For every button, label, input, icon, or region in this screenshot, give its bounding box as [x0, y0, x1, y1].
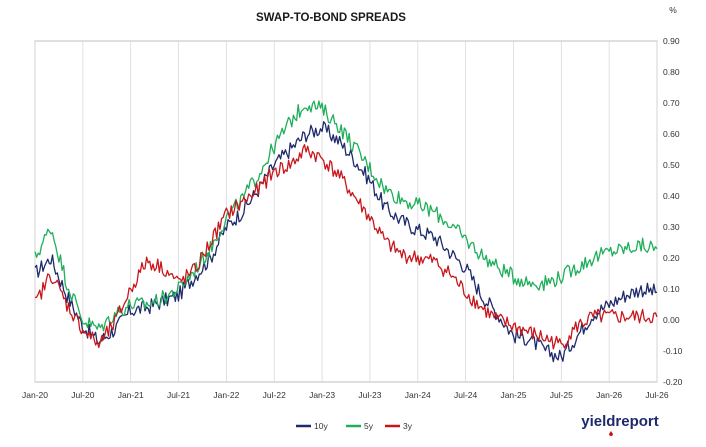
y-axis-ticks: -0.20 -0.10 0.00 0.10 0.20 0.30 0.40 0.50 0.60 0.… [663, 36, 683, 387]
y-unit-label: % [669, 5, 677, 15]
series-line-5y [34, 100, 658, 332]
x-tick-label: Jul-24 [454, 390, 477, 400]
y-tick-label: 0.10 [663, 284, 680, 294]
series-lines [34, 100, 658, 363]
yieldreport-logo: yieldreport [581, 413, 659, 436]
y-tick-label: 0.60 [663, 129, 680, 139]
chart-title: SWAP-TO-BOND SPREADS [256, 12, 406, 24]
y-tick-label: -0.10 [663, 346, 683, 356]
x-tick-label: Jul-20 [71, 390, 94, 400]
legend-label-10y: 10y [314, 421, 328, 431]
x-tick-label: Jan-26 [596, 390, 622, 400]
x-tick-label: Jan-20 [22, 390, 48, 400]
logo-text: yieldreport [581, 413, 659, 430]
legend-label-5y: 5y [364, 421, 374, 431]
x-tick-label: Jan-25 [500, 390, 526, 400]
legend: 10y 5y 3y [296, 421, 413, 431]
y-tick-label: 0.20 [663, 253, 680, 263]
x-axis-ticks: Jan-20 Jul-20 Jan-21 Jul-21 Jan-22 Jul-22 Jan-… [22, 390, 669, 400]
y-tick-label: 0.80 [663, 67, 680, 77]
x-tick-label: Jan-24 [405, 390, 431, 400]
x-tick-label: Jul-22 [263, 390, 286, 400]
gridlines [34, 40, 658, 383]
series-line-10y [34, 121, 658, 363]
x-tick-label: Jul-26 [645, 390, 668, 400]
y-tick-label: 0.70 [663, 98, 680, 108]
x-tick-label: Jul-23 [358, 390, 381, 400]
y-tick-label: 0.40 [663, 191, 680, 201]
legend-label-3y: 3y [403, 421, 413, 431]
series-line-3y [34, 144, 658, 350]
x-tick-label: Jan-23 [309, 390, 335, 400]
x-tick-label: Jan-21 [118, 390, 144, 400]
y-tick-label: 0.50 [663, 160, 680, 170]
x-tick-label: Jul-25 [550, 390, 573, 400]
plot-area-border [34, 40, 658, 383]
y-tick-label: 0.00 [663, 315, 680, 325]
logo-drop-icon [609, 431, 613, 436]
y-tick-label: 0.90 [663, 36, 680, 46]
y-tick-label: -0.20 [663, 377, 683, 387]
x-tick-label: Jan-22 [213, 390, 239, 400]
y-tick-label: 0.30 [663, 222, 680, 232]
x-tick-label: Jul-21 [167, 390, 190, 400]
